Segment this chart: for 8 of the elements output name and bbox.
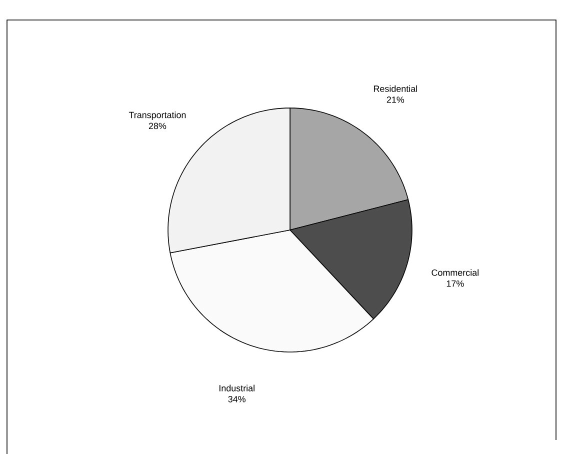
slice-label: Industrial bbox=[219, 384, 254, 392]
slice-label: Commercial bbox=[432, 269, 478, 276]
data-label: 28% bbox=[148, 122, 166, 129]
data-label: 17% bbox=[446, 280, 464, 287]
slice-label: Residential bbox=[374, 85, 417, 92]
slice-label: Transportation bbox=[128, 111, 186, 120]
data-label: 21% bbox=[386, 96, 404, 103]
data-label: 34% bbox=[228, 396, 246, 402]
